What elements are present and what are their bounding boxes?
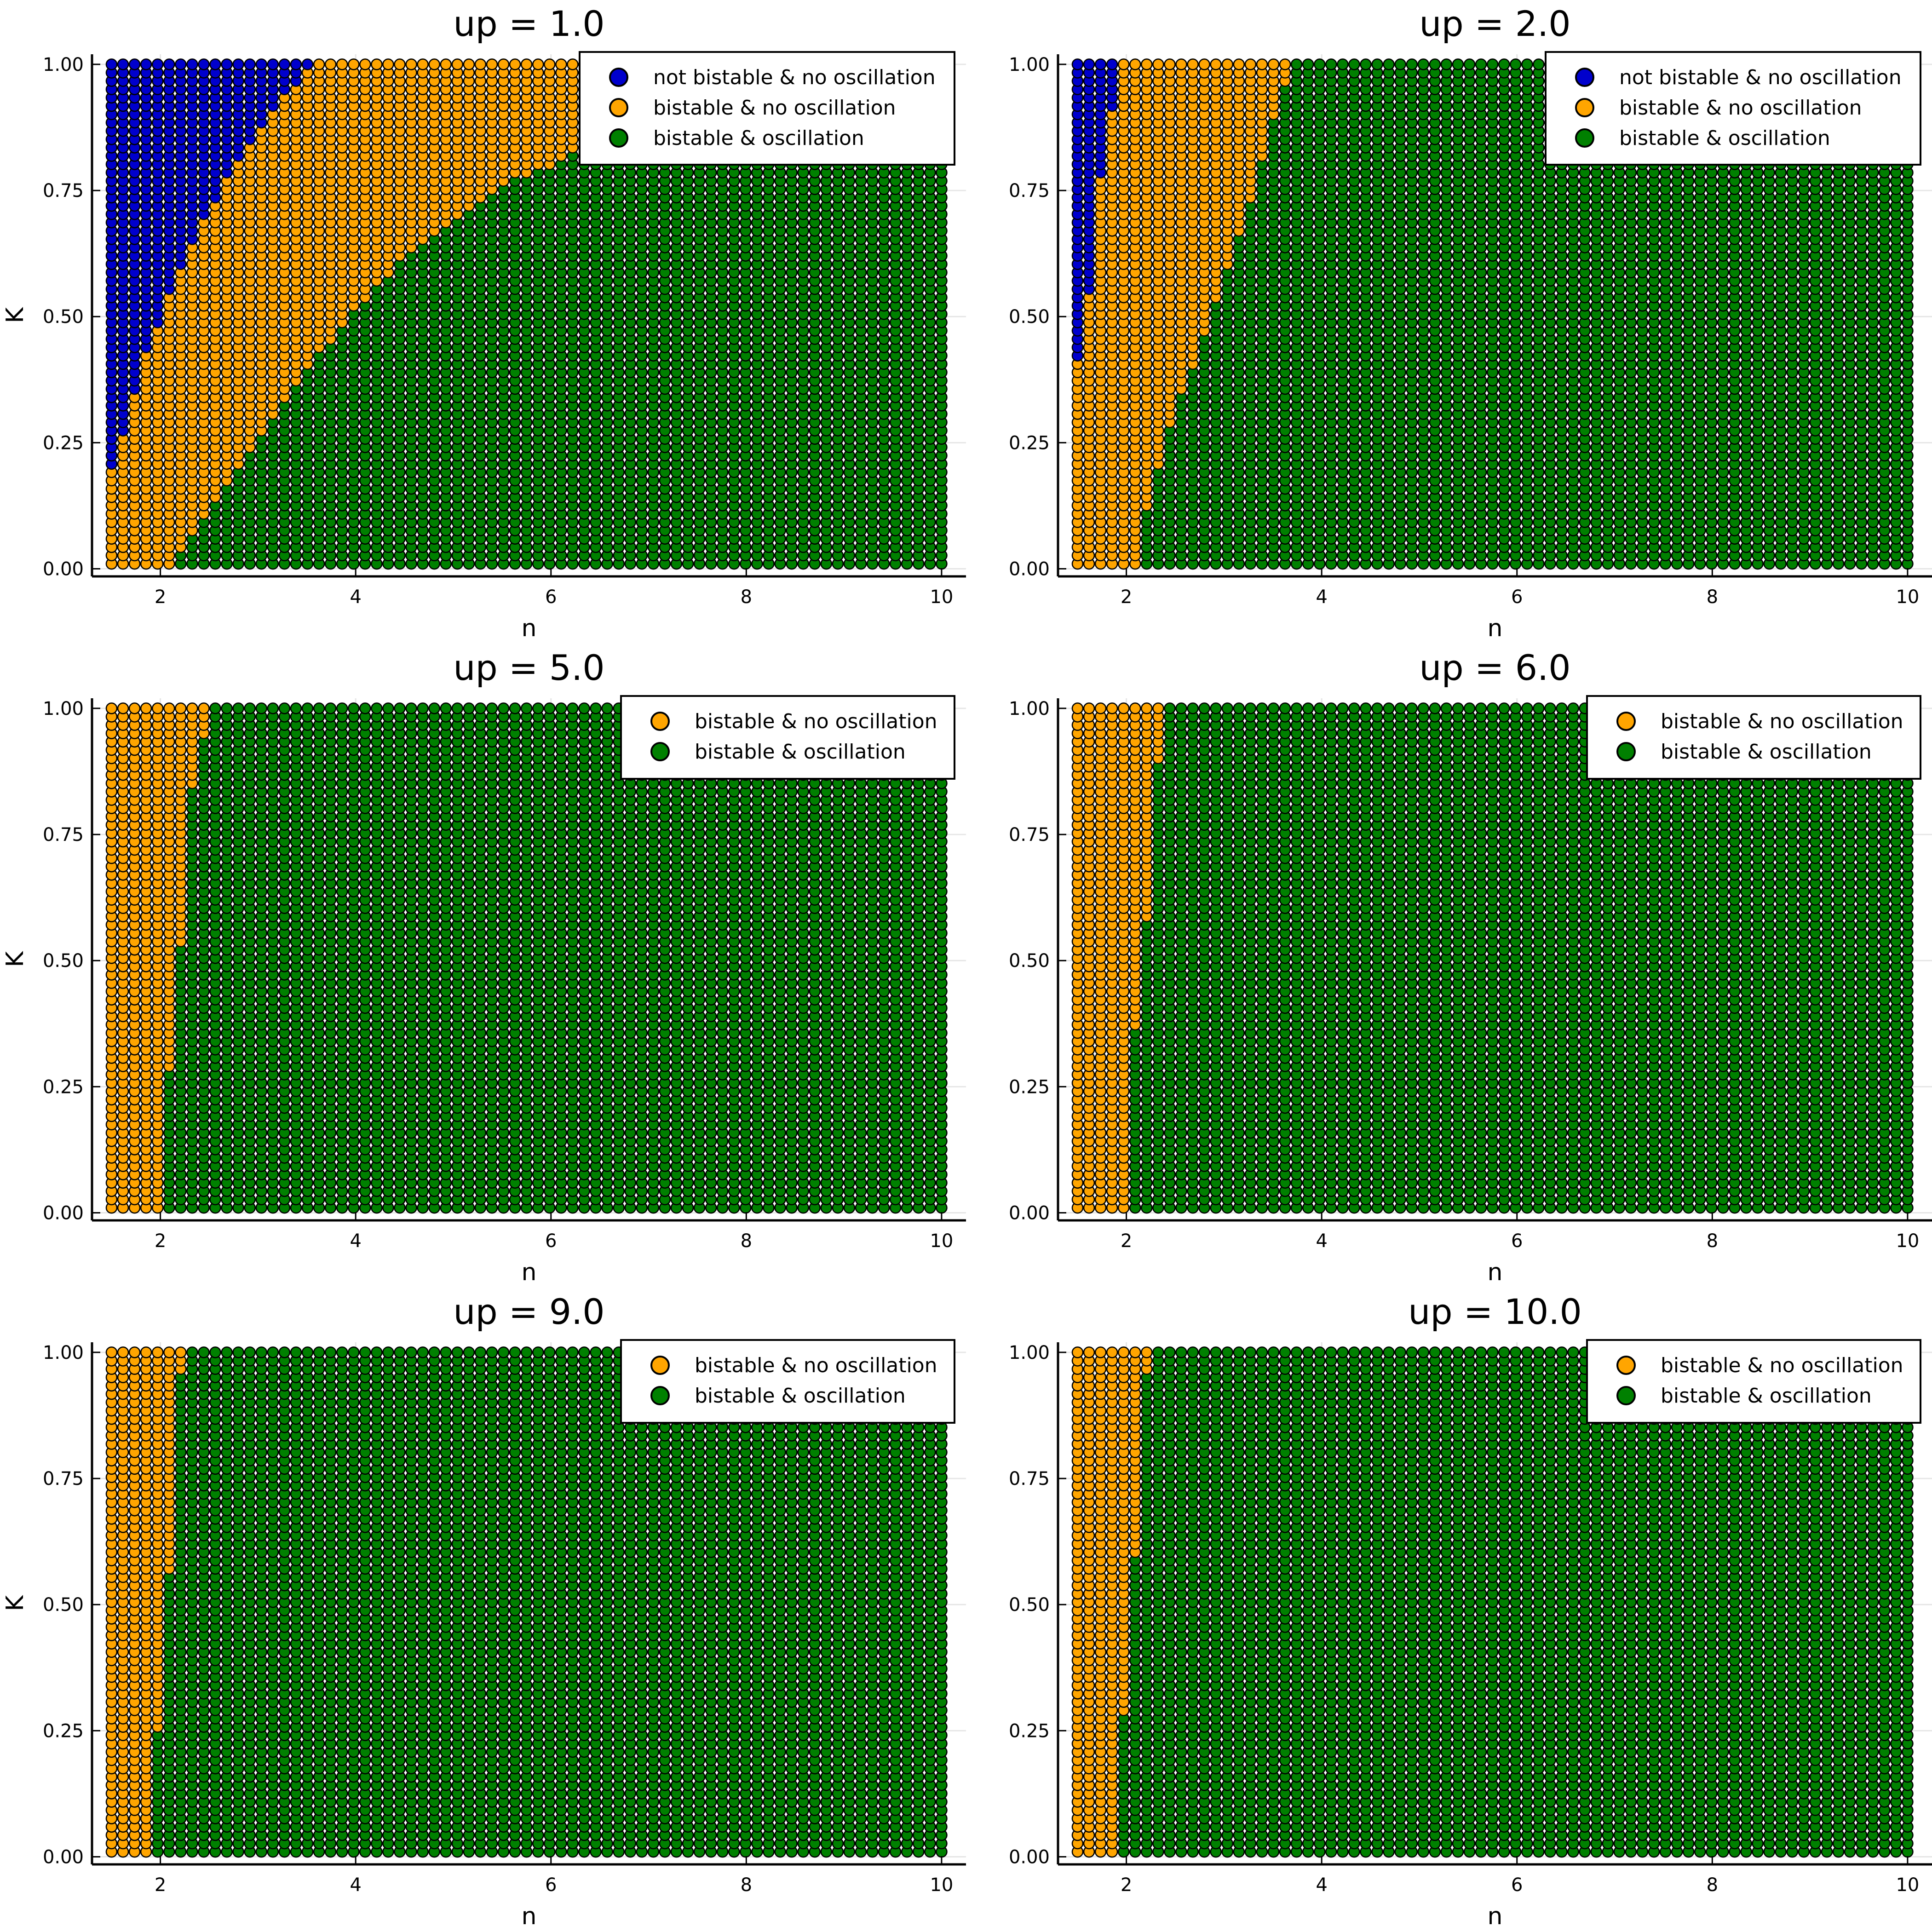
data-point: [371, 59, 382, 69]
y-tick-label: 1.00: [43, 54, 84, 75]
data-point: [360, 59, 370, 69]
y-tick-label: 0.50: [43, 306, 84, 328]
data-point: [279, 59, 290, 69]
data-point: [141, 59, 151, 69]
y-tick-label: 0.00: [43, 559, 84, 580]
data-point: [199, 59, 209, 69]
data-point: [129, 59, 140, 69]
data-point: [256, 59, 267, 69]
data-point: [452, 59, 463, 69]
data-point: [106, 59, 117, 69]
data-point: [245, 59, 255, 69]
legend-entry-label: bistable & oscillation: [653, 126, 864, 150]
x-tick-label: 8: [741, 586, 752, 608]
data-point: [567, 59, 578, 69]
data-point: [187, 59, 197, 69]
data-point: [441, 59, 451, 69]
data-point: [406, 59, 417, 69]
data-point: [475, 59, 486, 69]
data-point: [302, 59, 313, 69]
legend-marker: [610, 69, 627, 86]
data-point: [233, 59, 244, 69]
data-point: [118, 59, 128, 69]
data-point: [314, 59, 324, 69]
legend-entry-label: not bistable & no oscillation: [653, 66, 936, 89]
data-point: [510, 59, 520, 69]
x-tick-label: 2: [155, 586, 166, 608]
data-point: [222, 59, 232, 69]
data-point: [152, 59, 163, 69]
x-tick-label: 4: [350, 586, 361, 608]
data-point: [487, 59, 497, 69]
x-tick-label: 6: [545, 586, 557, 608]
legend: not bistable & no oscillation bistable & …: [580, 52, 954, 165]
data-point: [533, 59, 543, 69]
legend-marker: [610, 129, 627, 147]
data-point: [268, 59, 278, 69]
data-point: [383, 59, 393, 69]
legend-marker: [610, 99, 627, 116]
x-axis-label: n: [522, 615, 537, 642]
data-point: [464, 59, 474, 69]
x-tick-label: 10: [930, 586, 953, 608]
data-point: [291, 59, 301, 69]
y-tick-label: 0.25: [43, 432, 84, 454]
data-point: [395, 59, 405, 69]
data-point: [325, 59, 336, 69]
legend-entry-label: bistable & no oscillation: [653, 96, 896, 120]
data-point: [337, 59, 347, 69]
data-point: [210, 59, 221, 69]
panel-title: up = 1.0: [453, 3, 604, 44]
data-point: [544, 59, 555, 69]
data-point: [348, 59, 359, 69]
data-point: [498, 59, 509, 69]
data-point: [418, 59, 428, 69]
data-point: [164, 59, 174, 69]
data-point: [429, 59, 440, 69]
y-tick-label: 0.75: [43, 180, 84, 201]
data-point: [556, 59, 566, 69]
data-point: [175, 59, 186, 69]
data-point: [521, 59, 532, 69]
